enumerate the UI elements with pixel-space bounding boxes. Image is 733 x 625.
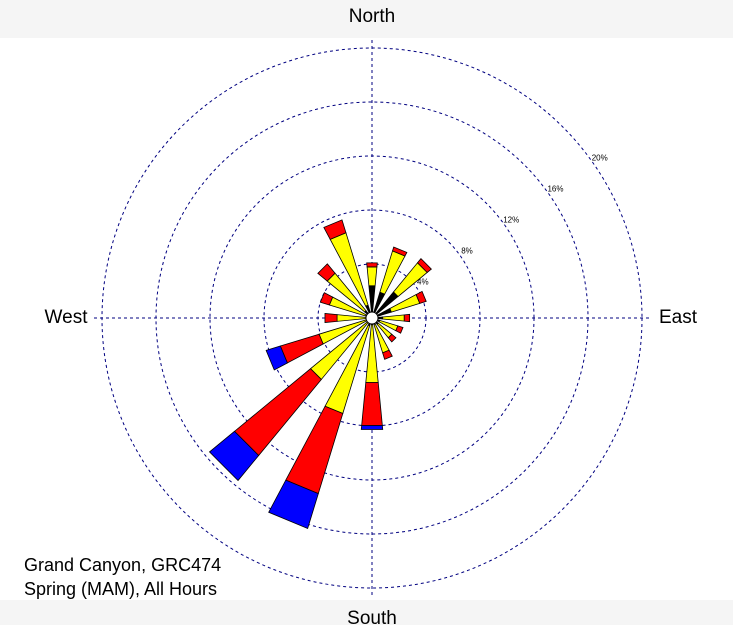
wind-segment	[279, 333, 324, 364]
grid-ring	[101, 47, 643, 589]
r-tick-label: 16%	[547, 185, 563, 194]
wind-segment	[387, 333, 397, 343]
wind-segment	[323, 219, 347, 240]
wind-segment	[208, 430, 260, 482]
wind-segment	[319, 292, 334, 306]
wind-segment	[403, 313, 411, 323]
calm-circle	[365, 311, 379, 325]
wind-segment	[415, 290, 427, 304]
grid-ring	[155, 101, 589, 535]
r-tick-label: 4%	[417, 278, 429, 287]
direction-label: East	[659, 307, 698, 328]
wind-segment	[361, 382, 383, 426]
wind-segment	[285, 405, 344, 495]
wind-segment	[392, 246, 408, 257]
grid-ring	[209, 155, 535, 481]
wind-segment	[317, 263, 336, 282]
wind-segment	[265, 345, 288, 371]
direction-label: West	[45, 307, 89, 328]
wind-segment	[382, 349, 393, 360]
wind-segment	[416, 258, 432, 274]
annotation: Spring (MAM), All Hours	[24, 579, 217, 599]
wind-segment	[366, 262, 378, 268]
wind-segment	[360, 425, 384, 430]
r-tick-label: 12%	[503, 216, 519, 225]
wind-segment	[268, 479, 319, 529]
bottom-band	[0, 600, 733, 625]
annotation: Grand Canyon, GRC474	[24, 555, 221, 575]
top-band	[0, 0, 733, 38]
direction-label: North	[349, 6, 395, 27]
r-tick-label: 8%	[461, 247, 473, 256]
r-tick-label: 20%	[592, 154, 608, 163]
wind-segment	[324, 313, 338, 323]
direction-label: South	[347, 608, 397, 625]
wind-segment	[395, 325, 404, 334]
wind-segment	[366, 266, 378, 287]
wind-segment	[382, 314, 405, 322]
